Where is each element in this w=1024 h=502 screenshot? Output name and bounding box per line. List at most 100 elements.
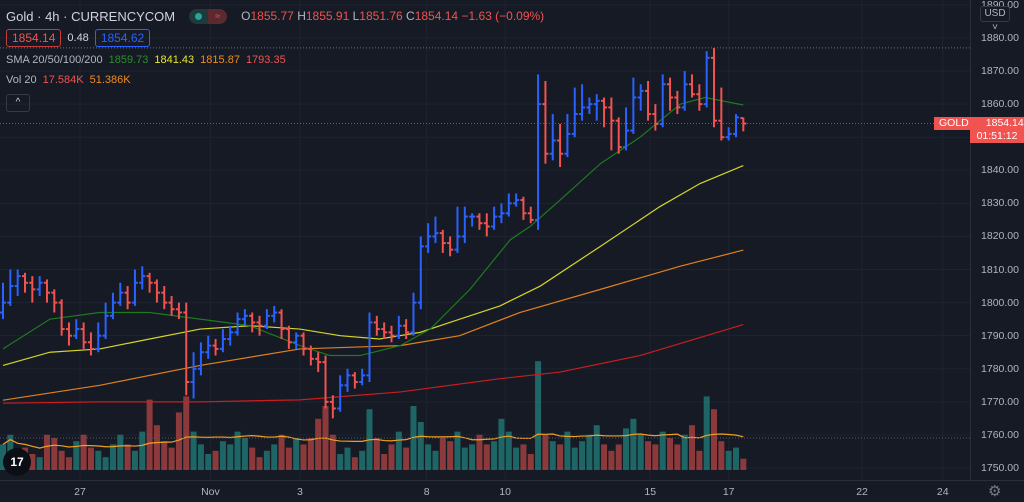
volume-bar [234, 431, 241, 470]
volume-bar [65, 457, 72, 470]
ohlc-bar [469, 213, 476, 227]
price-tick-label: 1790.00 [981, 329, 1019, 342]
ohlc-bar [359, 368, 366, 386]
volume-bar [36, 457, 43, 470]
volume-bar [505, 431, 512, 470]
price-tick-label: 1890.00 [981, 0, 1019, 11]
volume-bar [373, 438, 380, 470]
high-value: 1855.91 [305, 9, 350, 23]
collapse-legend-button[interactable]: ^ [6, 94, 30, 112]
exchange: CURRENCYCOM [71, 8, 176, 24]
volume-bar [711, 409, 718, 470]
tradingview-logo[interactable]: 17 [3, 448, 31, 476]
ohlc-bar [315, 352, 322, 373]
settings-gear-icon[interactable]: ⚙ [988, 483, 1002, 500]
volume-bar [659, 431, 666, 470]
price-tick-label: 1810.00 [981, 263, 1019, 276]
low-value: 1851.76 [359, 9, 403, 23]
separator: · [37, 8, 42, 24]
symbol-title[interactable]: Gold · 4h · CURRENCYCOM [6, 9, 175, 24]
volume-bar [117, 434, 124, 470]
open-label: O [241, 9, 251, 23]
date-tick-label: Nov [201, 486, 220, 498]
volume-bar [388, 444, 395, 470]
currency-selector[interactable]: USD ˅ [980, 6, 1010, 33]
ohlc-bar [513, 193, 520, 207]
ohlc-bar [293, 332, 300, 349]
volume-bar [527, 454, 534, 470]
ohlc-bar [417, 236, 424, 310]
ohlc-bar [711, 47, 718, 128]
volume-bar [461, 447, 468, 470]
sma-indicator-label[interactable]: SMA 20/50/100/200 [6, 54, 103, 66]
last-price: 1854.14 [985, 117, 1024, 129]
ohlc-bar [388, 325, 395, 343]
spread-value: 0.48 [67, 32, 89, 44]
ohlc-bar [725, 127, 732, 141]
ohlc-bar [322, 355, 329, 409]
volume-bar [725, 450, 732, 470]
symbol-tag: GOLD [939, 117, 969, 129]
ohlc-bar [579, 84, 586, 121]
ohlc-bar [476, 213, 483, 230]
price-tick-label: 1820.00 [981, 230, 1019, 243]
volume-bar [285, 447, 292, 470]
ohlc-bar [153, 279, 160, 303]
volume-bar [586, 434, 593, 470]
ohlc-bar [219, 329, 226, 353]
volume-bar [278, 434, 285, 470]
volume-bar [549, 441, 556, 470]
ohlc-bar [447, 236, 454, 257]
ohlc-bar [395, 315, 402, 339]
volume-indicator-label[interactable]: Vol 20 [6, 74, 37, 86]
volume-bar [80, 434, 87, 470]
ohlc-bar [234, 312, 241, 336]
ohlc-bar [703, 51, 710, 108]
price-chart[interactable] [0, 0, 970, 480]
ohlc-bar [689, 74, 696, 98]
ohlc-bar [381, 322, 388, 339]
volume-bar [439, 438, 446, 470]
sma50-value: 1841.43 [154, 54, 195, 66]
ohlc-bar [175, 302, 182, 320]
volume-bar [447, 441, 454, 470]
volume-bar [579, 441, 586, 470]
volume-bar [344, 447, 351, 470]
volume-bar [652, 444, 659, 470]
sell-button[interactable]: 1854.14 [6, 29, 62, 47]
ohlc-bar [527, 206, 534, 224]
date-tick-label: 24 [936, 486, 949, 498]
volume-bar [718, 441, 725, 470]
volume-bar [249, 447, 256, 470]
ohlc-values: O1855.77 H1855.91 L1851.76 C1854.14 −1.6… [241, 9, 544, 23]
volume-bar [637, 434, 644, 470]
ohlc-bar [131, 269, 138, 306]
price-tick-label: 1780.00 [981, 362, 1019, 375]
ohlc-bar [564, 114, 571, 158]
price-tick-label: 1830.00 [981, 197, 1019, 210]
volume-bar [564, 431, 571, 470]
ohlc-bar [21, 272, 28, 293]
volume-bar [51, 438, 58, 470]
sma-50-line [2, 164, 744, 367]
volume-bar [454, 431, 461, 470]
ohlc-bar [439, 229, 446, 253]
price-tick-label: 1870.00 [981, 65, 1019, 78]
ohlc-bar [652, 104, 659, 131]
high-label: H [297, 9, 306, 23]
volume-bar [498, 418, 505, 470]
market-status-toggle[interactable]: ≈ [189, 8, 228, 24]
separator: · [63, 8, 68, 24]
volume-value: 17.584K [42, 74, 84, 86]
ohlc-bar [637, 84, 644, 111]
time-axis[interactable]: 27 Nov 3 8 10 15 17 22 24 [0, 480, 1024, 502]
volume-bar [593, 425, 600, 470]
price-axis[interactable]: 1890.001880.001870.001860.001850.001840.… [970, 0, 1024, 480]
ohlc-bar [733, 114, 739, 138]
volume-bar [43, 434, 50, 470]
buy-button[interactable]: 1854.62 [94, 29, 151, 47]
ohlc-bar [645, 80, 652, 121]
volume-bar [425, 444, 432, 470]
volume-bar [168, 447, 175, 470]
volume-bar [219, 441, 226, 470]
